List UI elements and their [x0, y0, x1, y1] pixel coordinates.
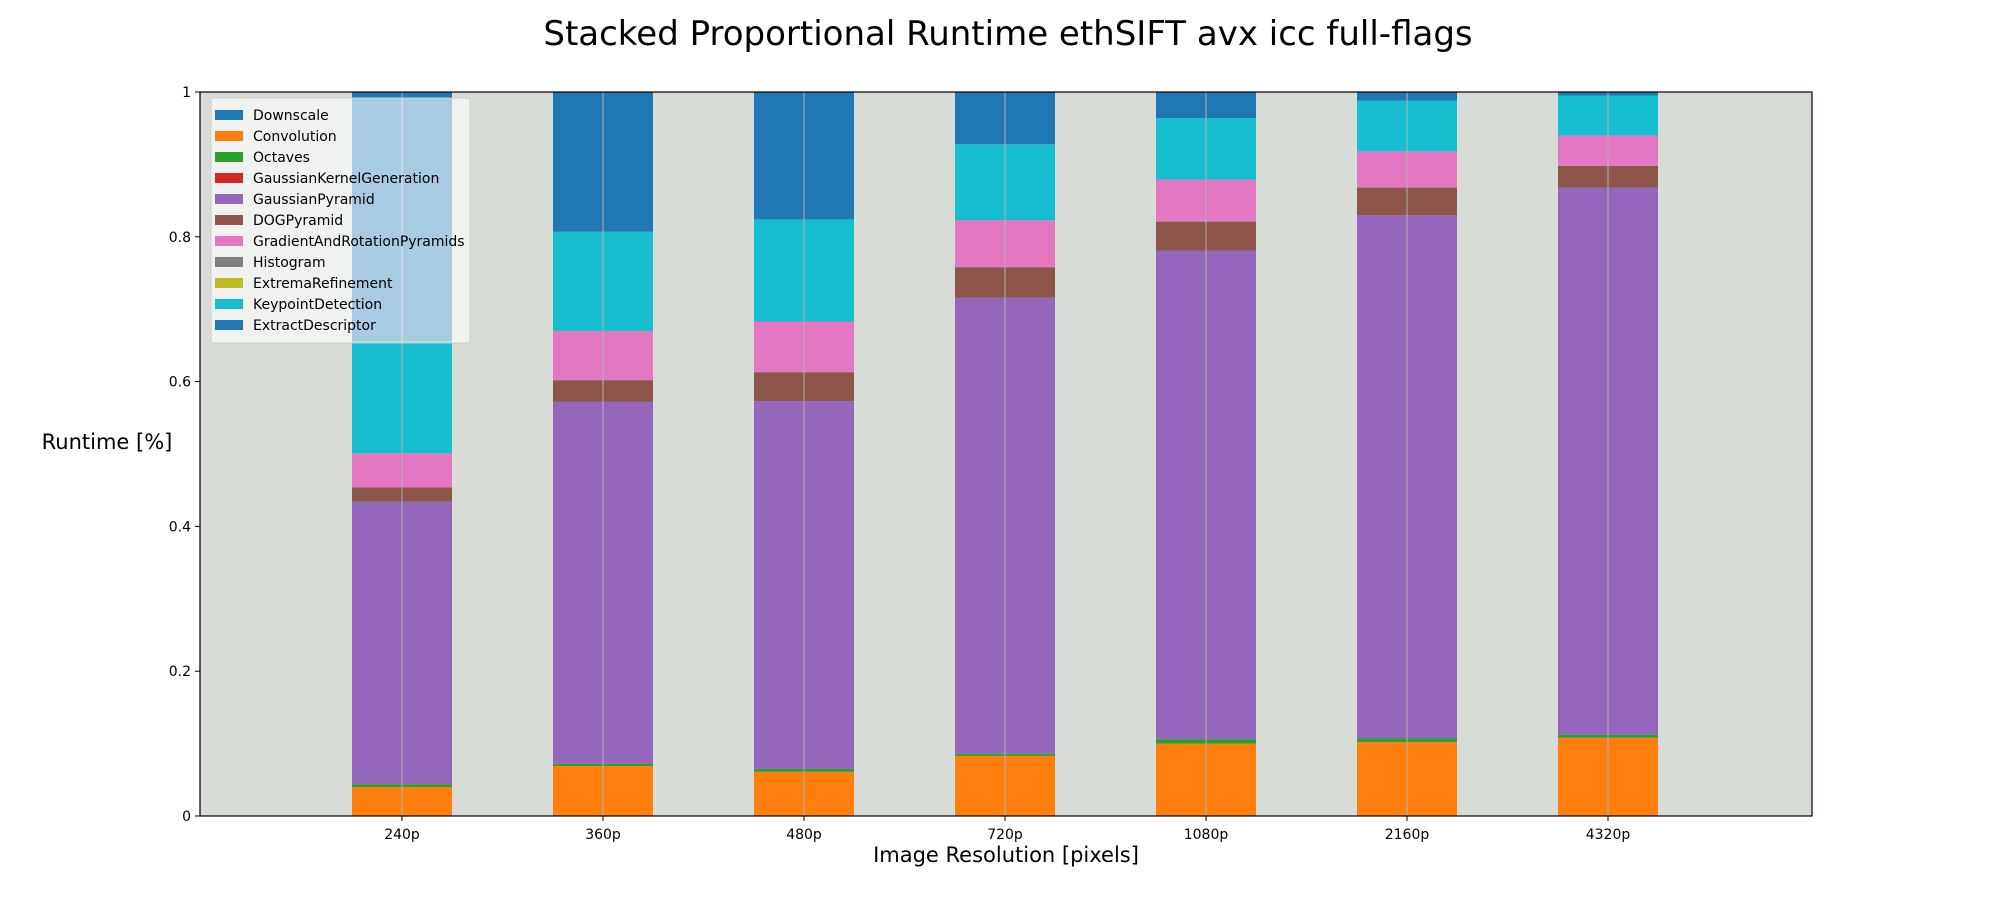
y-axis-label: Runtime [%] [42, 430, 173, 454]
x-tick-label: 2160p [1385, 827, 1430, 843]
plot-frame [199, 91, 1813, 817]
y-axis: 0 0.2 0.4 0.6 0.8 1 [169, 85, 200, 825]
y-tick-label: 0.2 [169, 664, 191, 680]
legend-label: Downscale [253, 108, 329, 124]
y-tick-label: 0 [182, 809, 191, 825]
legend-label: ExtractDescriptor [253, 318, 376, 334]
legend-box [210, 97, 471, 344]
legend-label: DOGPyramid [253, 213, 343, 229]
legend-swatch-KeypointDetection [215, 299, 243, 309]
x-tick-label: 720p [987, 827, 1023, 843]
legend-swatch-Octaves [215, 152, 243, 162]
legend-label: Histogram [253, 255, 326, 271]
legend-swatch-Downscale [215, 110, 243, 120]
legend-swatch-Convolution [215, 131, 243, 141]
legend-label: Octaves [253, 150, 310, 166]
x-tick-label: 240p [384, 827, 420, 843]
x-tick-label: 4320p [1586, 827, 1631, 843]
chart-title: Stacked Proportional Runtime ethSIFT avx… [543, 14, 1472, 54]
x-tick-label: 360p [585, 827, 621, 843]
x-tick-label: 480p [786, 827, 822, 843]
legend-swatch-GaussianPyramid [215, 194, 243, 204]
grid-lines [401, 92, 1609, 816]
legend-swatch-DOGPyramid [215, 215, 243, 225]
legend-label: ExtremaRefinement [253, 276, 393, 292]
legend-swatch-ExtremaRefinement [215, 278, 243, 288]
legend-swatch-ExtractDescriptor [215, 320, 243, 330]
legend-label: GaussianKernelGeneration [253, 171, 439, 187]
y-tick-label: 1 [182, 85, 191, 101]
x-axis-label: Image Resolution [pixels] [873, 843, 1139, 867]
legend-label: Convolution [253, 129, 337, 145]
legend-swatch-Histogram [215, 257, 243, 267]
y-tick-label: 0.4 [169, 519, 191, 535]
y-tick-label: 0.8 [169, 230, 191, 246]
x-tick-label: 1080p [1184, 827, 1229, 843]
legend-swatch-GaussianKernelGeneration [215, 173, 243, 183]
legend-label: KeypointDetection [253, 297, 382, 313]
legend: Downscale Convolution Octaves GaussianKerne… [210, 97, 471, 344]
y-tick-label: 0.6 [169, 375, 191, 391]
legend-swatch-GradientAndRotationPyramids [215, 236, 243, 246]
legend-label: GradientAndRotationPyramids [253, 234, 465, 250]
legend-label: GaussianPyramid [253, 192, 375, 208]
x-axis: 240p 360p 480p 720p 1080p 2160p 4320p [384, 816, 1630, 843]
